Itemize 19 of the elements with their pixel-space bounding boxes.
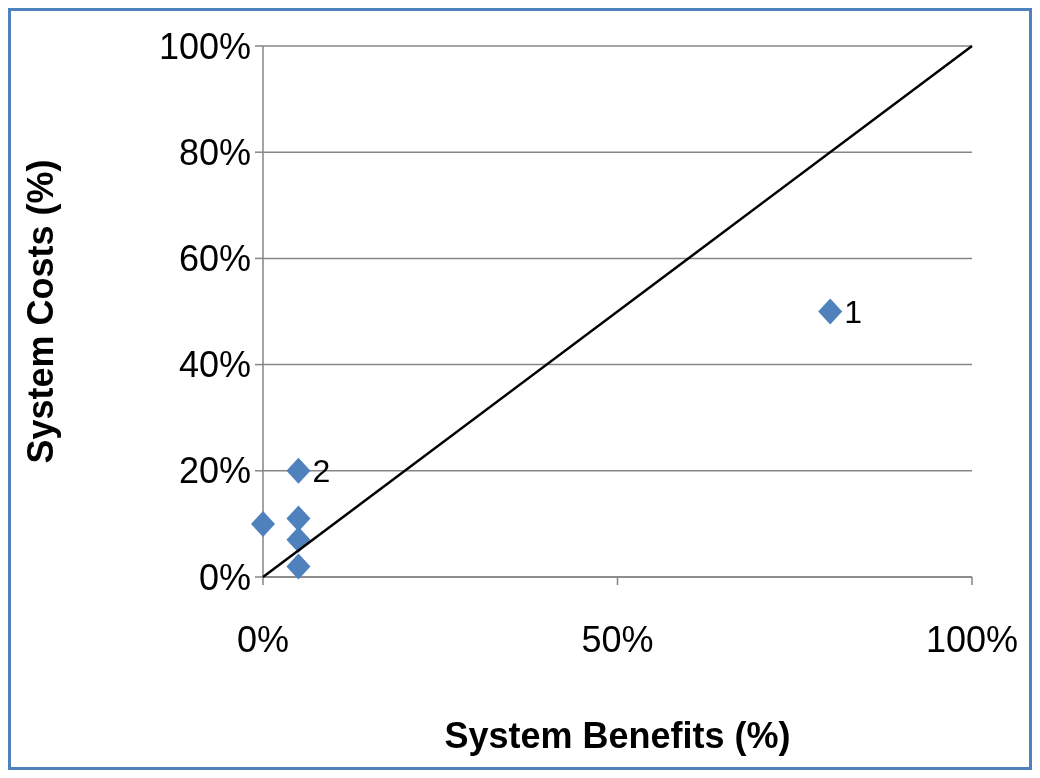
point (818, 298, 843, 325)
y-tick-label: 0% (198, 556, 251, 598)
x-tick-label: 100% (925, 619, 1019, 660)
point (286, 457, 311, 484)
y-axis-title: System Costs (%) (20, 159, 61, 464)
point (251, 510, 275, 537)
x-tick-label: 50% (581, 619, 654, 660)
x-axis-title: System Benefits (%) (444, 715, 791, 756)
y-tick-label: 100% (158, 25, 251, 67)
y-tick-label: 60% (178, 238, 251, 279)
y-tick-label: 20% (178, 450, 251, 492)
annotation: 1 (844, 293, 862, 330)
x-tick-label: 0% (236, 619, 290, 660)
annotation: 2 (312, 453, 331, 489)
point (286, 526, 311, 553)
point (286, 553, 311, 580)
point (286, 505, 311, 532)
y-tick-label: 80% (178, 131, 251, 173)
y-tick-label: 40% (178, 344, 251, 386)
